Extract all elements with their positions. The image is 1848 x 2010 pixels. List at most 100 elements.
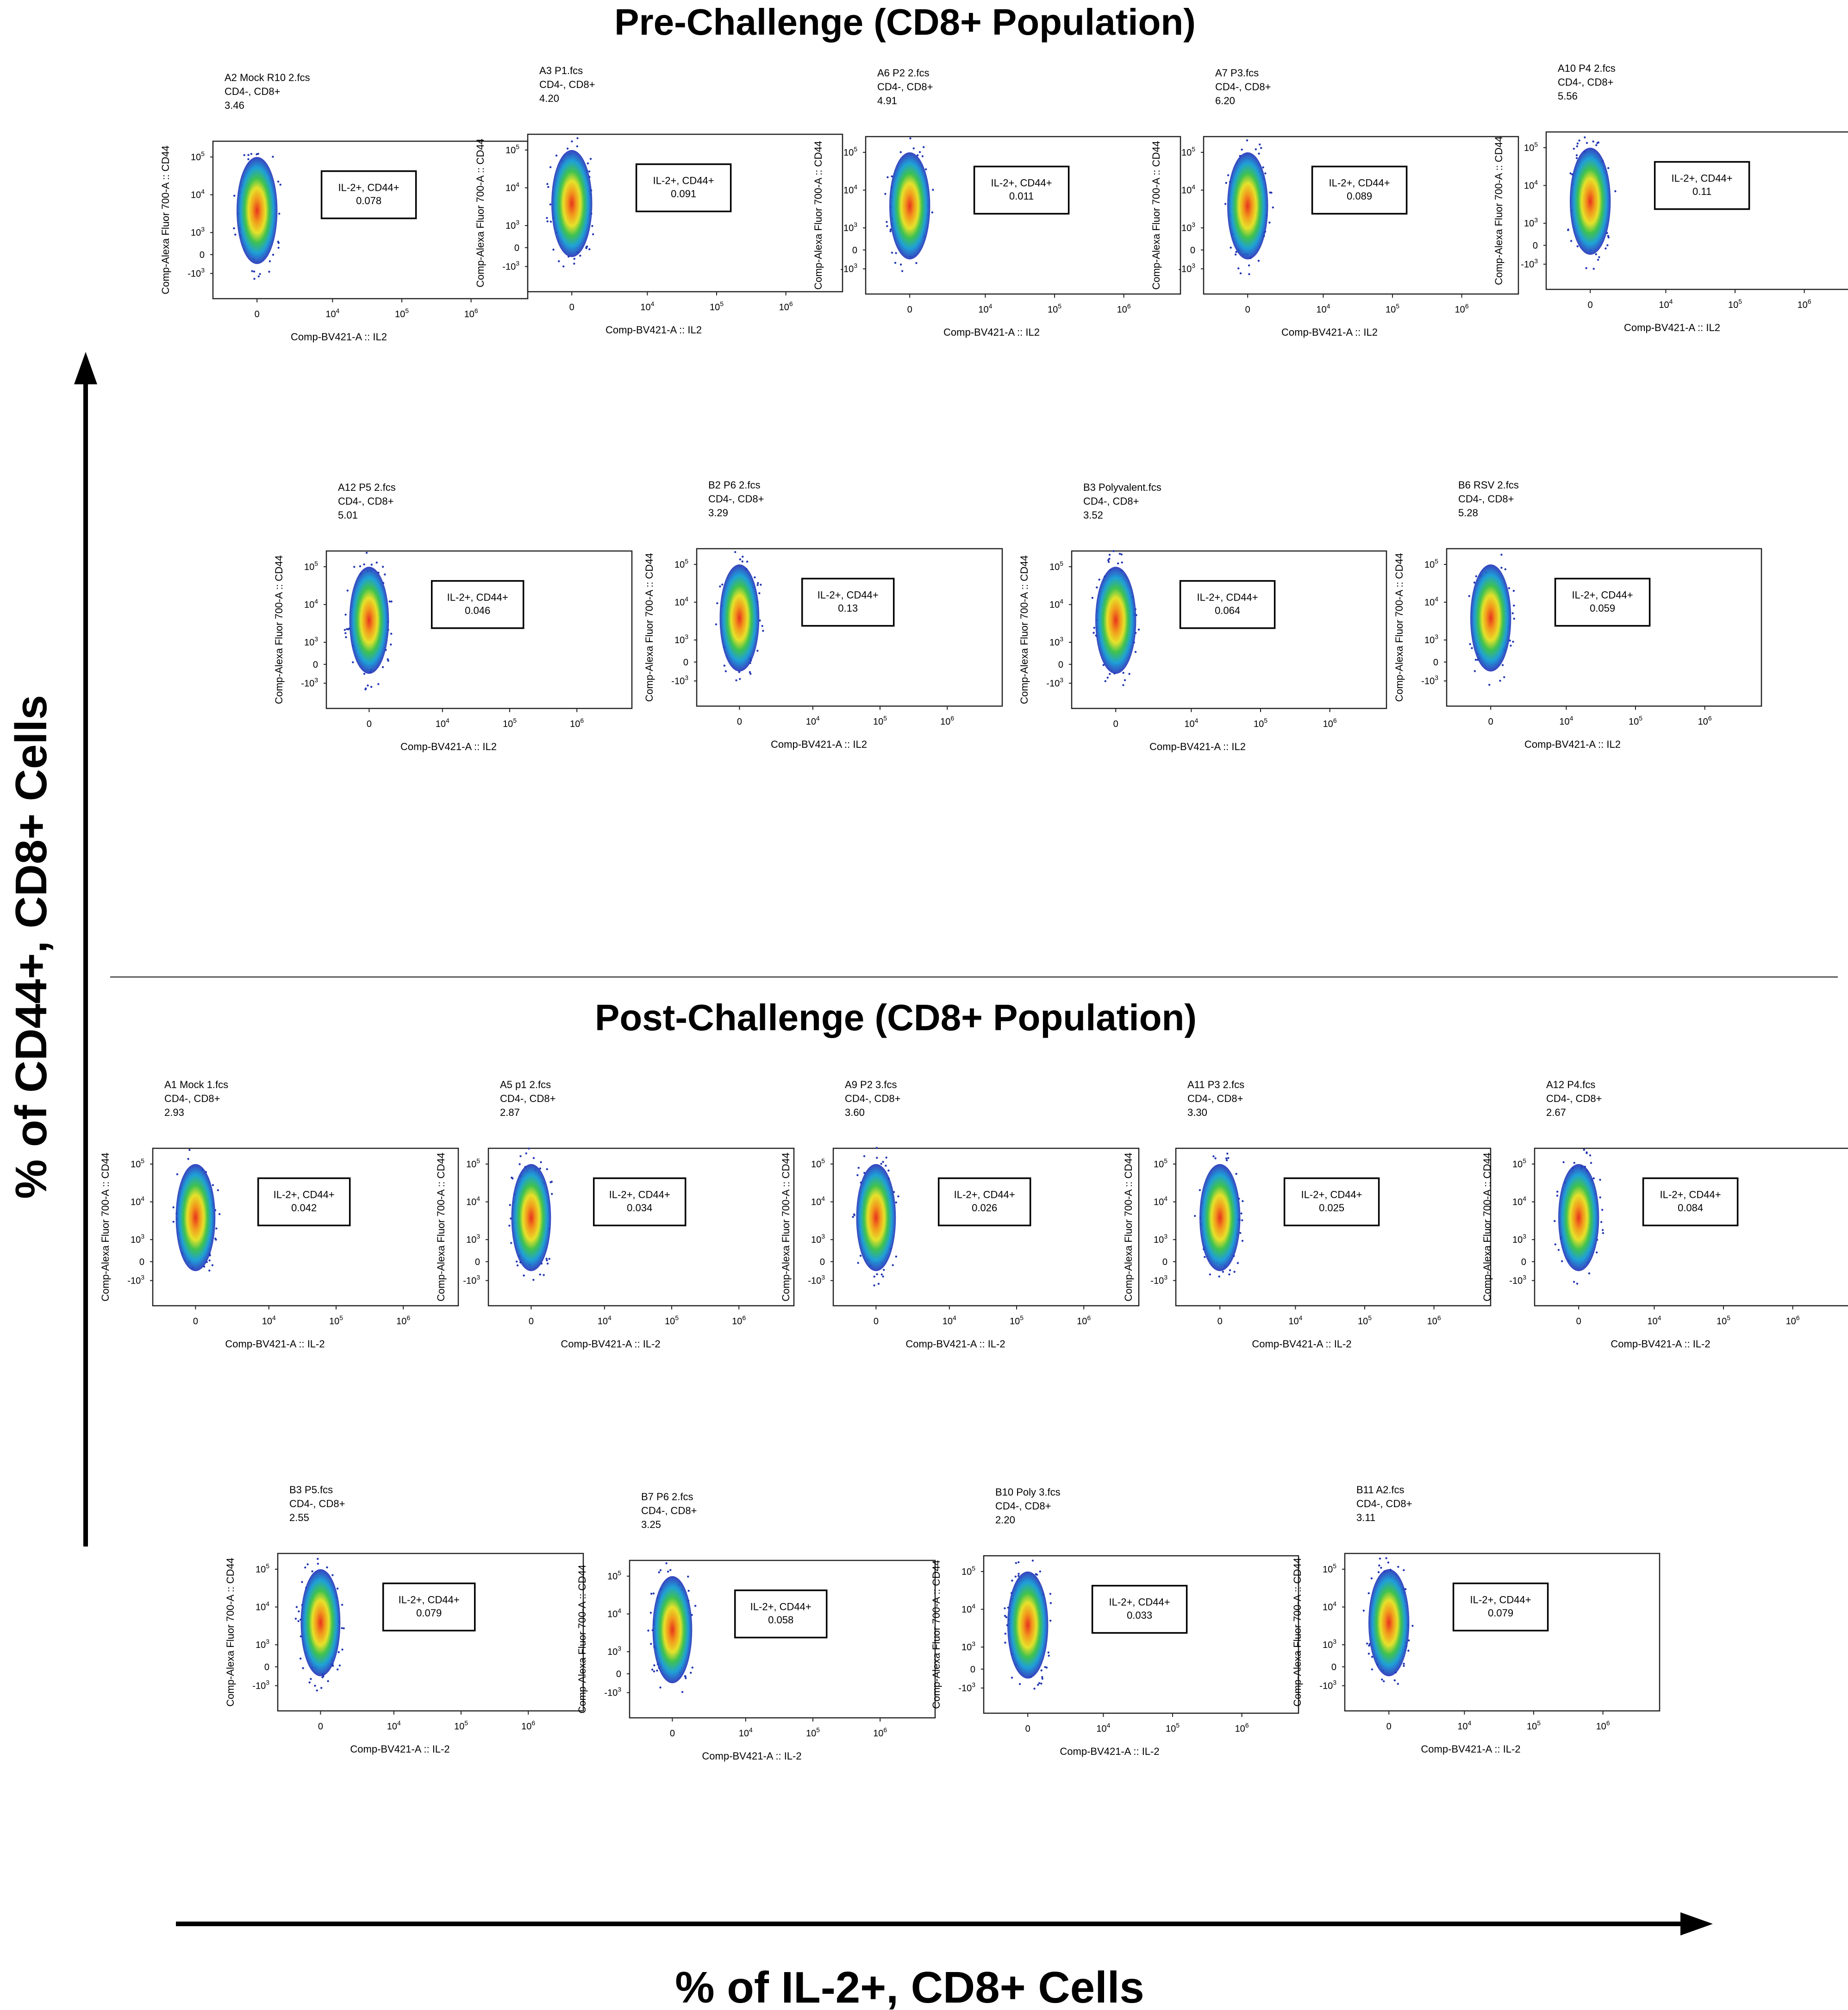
y-tick-label: 105 [961, 1565, 975, 1577]
cell-event [1370, 1577, 1373, 1579]
y-tick-label: 105 [131, 1157, 144, 1170]
cell-event [1557, 1249, 1560, 1251]
y-tick-label: 104 [256, 1600, 269, 1613]
x-axis-title: Comp-BV421-A :: IL-2 [702, 1750, 801, 1762]
gate-box [1654, 161, 1750, 210]
cell-event [659, 1686, 662, 1689]
flow-panel-pre-8: B3 Polyvalent.fcs CD4-, CD8+ 3.52 IL-2+, CD… [1018, 482, 1387, 752]
density-cluster [1470, 564, 1511, 672]
cell-event [1098, 578, 1100, 581]
cell-event [739, 678, 741, 680]
y-axis-title: Comp-Alexa Fluor 700-A :: CD44 [780, 1152, 792, 1302]
cell-event [1592, 268, 1595, 270]
x-tick-label: 106 [732, 1314, 746, 1327]
x-tick-label: 106 [1786, 1314, 1800, 1327]
cell-event [886, 221, 888, 223]
sample-name: A7 P3.fcs [1215, 67, 1259, 79]
gate-name: IL-2+, CD44+ [1572, 589, 1633, 601]
gate-percent: 0.034 [627, 1202, 652, 1214]
x-axis-title: Comp-BV421-A :: IL2 [1149, 741, 1246, 752]
cell-event [931, 211, 934, 213]
cell-event [1379, 1557, 1381, 1560]
cell-event [760, 583, 762, 586]
cell-event [1378, 1564, 1380, 1567]
cell-event [1039, 1570, 1041, 1573]
cell-event [573, 263, 575, 265]
cell-event [509, 1204, 511, 1206]
cell-event [1272, 206, 1274, 209]
cell-event [652, 1592, 655, 1595]
y-tick-label: 104 [131, 1195, 144, 1208]
cell-event [511, 1177, 513, 1179]
gate-box [801, 577, 895, 627]
population-label: CD4-, CD8+ [1356, 1498, 1412, 1509]
cell-event [915, 262, 918, 264]
cell-event [301, 1581, 303, 1583]
cell-event [1036, 1573, 1038, 1576]
cell-event [1033, 1687, 1036, 1690]
cell-event [384, 573, 386, 576]
y-tick-label: 103 [1181, 221, 1195, 233]
cell-event [1096, 586, 1098, 589]
cell-event [1209, 1273, 1211, 1276]
x-tick-label: 106 [1596, 1719, 1610, 1732]
cell-event [1383, 1680, 1385, 1683]
cell-event [346, 628, 348, 630]
cell-event [381, 666, 384, 669]
cell-event [1018, 1683, 1021, 1685]
cell-event [1601, 1209, 1604, 1211]
gate-percent: 0.042 [291, 1202, 317, 1214]
density-cluster [652, 1576, 693, 1684]
cell-scatter [1468, 553, 1515, 686]
population-label: CD4-, CD8+ [539, 79, 595, 90]
x-axis-title: Comp-BV421-A :: IL2 [606, 324, 702, 336]
cell-event [247, 154, 250, 156]
cell-event [548, 1258, 550, 1260]
cell-event [892, 1264, 894, 1266]
cell-event [1225, 1157, 1228, 1159]
cell-event [876, 1273, 878, 1276]
y-tick-label: 103 [304, 635, 318, 648]
x-tick-label: 106 [779, 300, 793, 313]
cell-event [549, 166, 552, 169]
y-tick-label: 104 [191, 188, 205, 200]
cell-event [327, 1680, 329, 1682]
cell-event [1570, 240, 1573, 242]
gate-box [937, 1177, 1031, 1227]
cell-event [756, 584, 759, 586]
x-axis-title: Comp-BV421-A :: IL-2 [1421, 1743, 1520, 1755]
gate-name: IL-2+, CD44+ [750, 1601, 812, 1612]
cell-event [337, 1651, 340, 1653]
cell-event [894, 262, 897, 264]
cell-event [1248, 264, 1250, 267]
cell-event [749, 671, 751, 673]
x-tick-label: 0 [569, 302, 574, 313]
flow-panel-post-2: A5 p1 2.fcs CD4-, CD8+ 2.87 IL-2+, CD44+ 0.0… [435, 1079, 795, 1350]
cell-event [515, 1260, 518, 1263]
x-tick-label: 0 [255, 309, 260, 319]
y-tick-label: 103 [466, 1233, 480, 1245]
population-label: CD4-, CD8+ [1215, 81, 1271, 93]
sample-name: A2 Mock R10 2.fcs [225, 72, 310, 83]
cell-event [1377, 1571, 1380, 1573]
cell-event [543, 1274, 545, 1276]
cell-event [1588, 1272, 1591, 1275]
cell-event [1513, 618, 1515, 620]
cell-event [880, 1273, 883, 1276]
cell-event [1260, 147, 1262, 149]
cell-event [859, 1254, 862, 1257]
y-tick-label: -103 [502, 260, 519, 272]
gate-percent: 0.11 [1692, 186, 1711, 197]
x-tick-label: 104 [1647, 1314, 1661, 1327]
parent-percent: 3.29 [708, 507, 728, 519]
gate-box [1091, 1584, 1188, 1634]
density-cluster [237, 157, 278, 264]
cell-event [367, 684, 369, 687]
cell-event [1134, 651, 1137, 653]
cell-event [741, 560, 743, 563]
sample-name: A3 P1.fcs [539, 65, 583, 76]
cell-event [300, 1657, 302, 1660]
cell-event [1017, 1575, 1020, 1577]
cell-event [886, 225, 888, 227]
cell-event [884, 193, 887, 195]
